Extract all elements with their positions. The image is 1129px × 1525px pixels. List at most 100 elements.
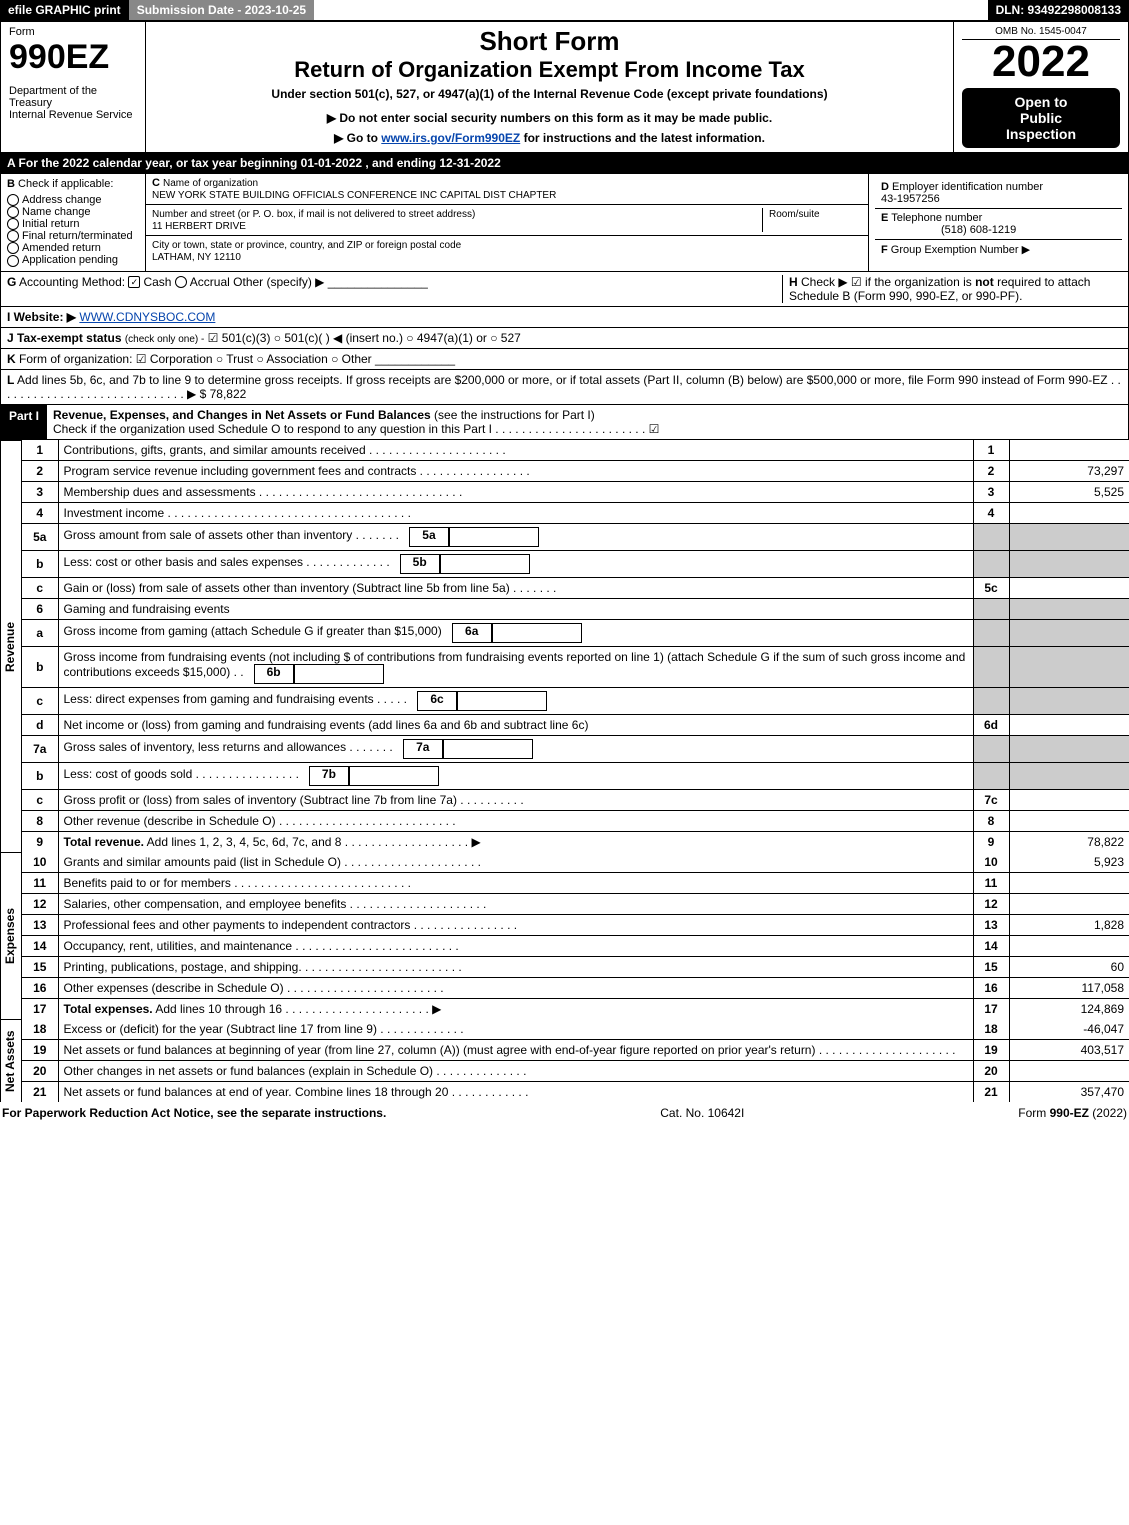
line-number: 15 xyxy=(22,956,58,977)
line-desc: Gross amount from sale of assets other t… xyxy=(58,523,973,550)
checkbox-icon[interactable]: ✓ xyxy=(128,276,140,288)
page-footer: For Paperwork Reduction Act Notice, see … xyxy=(0,1102,1129,1124)
line-ref: 5c xyxy=(973,577,1009,598)
table-row: bGross income from fundraising events (n… xyxy=(22,646,1129,687)
line-i: I Website: ▶ WWW.CDNYSBOC.COM xyxy=(0,307,1129,328)
d-label: D xyxy=(881,181,889,193)
g-other: Other (specify) ▶ xyxy=(233,275,324,289)
c-label: C xyxy=(152,177,160,189)
sub-line-value xyxy=(443,739,533,759)
line-desc: Other changes in net assets or fund bala… xyxy=(58,1060,973,1081)
box-e: E Telephone number (518) 608-1219 xyxy=(875,209,1122,240)
line-ref: 3 xyxy=(973,481,1009,502)
line-desc: Grants and similar amounts paid (list in… xyxy=(58,852,973,873)
bcd-block: B Check if applicable: Address change Na… xyxy=(0,174,1129,272)
line-value xyxy=(1009,523,1129,550)
footer-mid: Cat. No. 10642I xyxy=(660,1106,744,1120)
c-street: Number and street (or P. O. box, if mail… xyxy=(146,205,868,236)
submission-date: Submission Date - 2023-10-25 xyxy=(129,0,314,20)
line-desc: Net assets or fund balances at end of ye… xyxy=(58,1081,973,1102)
line-ref: 14 xyxy=(973,935,1009,956)
line-desc: Excess or (deficit) for the year (Subtra… xyxy=(58,1019,973,1040)
line-number: 19 xyxy=(22,1039,58,1060)
line-desc: Gross sales of inventory, less returns a… xyxy=(58,735,973,762)
table-row: 8Other revenue (describe in Schedule O) … xyxy=(22,810,1129,831)
h-not: not xyxy=(975,275,994,289)
table-row: cGross profit or (loss) from sales of in… xyxy=(22,789,1129,810)
line-ref: 6d xyxy=(973,714,1009,735)
part-1-title-area: Revenue, Expenses, and Changes in Net As… xyxy=(47,405,1128,439)
sub-line-value xyxy=(492,623,582,643)
line-ref: 8 xyxy=(973,810,1009,831)
j-note: (check only one) - xyxy=(125,334,204,345)
website-link[interactable]: WWW.CDNYSBOC.COM xyxy=(79,310,215,324)
line-value: 78,822 xyxy=(1009,831,1129,852)
table-row: aGross income from gaming (attach Schedu… xyxy=(22,619,1129,646)
form-word: Form xyxy=(9,26,137,38)
checkbox-icon[interactable] xyxy=(7,255,19,267)
line-value xyxy=(1009,872,1129,893)
line-number: 17 xyxy=(22,998,58,1019)
line-desc: Less: direct expenses from gaming and fu… xyxy=(58,687,973,714)
line-ref: 7c xyxy=(973,789,1009,810)
subtitle: Under section 501(c), 527, or 4947(a)(1)… xyxy=(154,87,945,101)
line-desc: Less: cost of goods sold . . . . . . . .… xyxy=(58,762,973,789)
header-right: OMB No. 1545-0047 2022 Open to Public In… xyxy=(953,22,1128,152)
line-ref xyxy=(973,735,1009,762)
table-row: cGain or (loss) from sale of assets othe… xyxy=(22,577,1129,598)
line-k: K Form of organization: ☑ Corporation ○ … xyxy=(0,349,1129,370)
line-desc: Gross income from fundraising events (no… xyxy=(58,646,973,687)
k-label: K xyxy=(7,352,16,366)
top-bar: efile GRAPHIC print Submission Date - 20… xyxy=(0,0,1129,20)
l-label: L xyxy=(7,373,14,387)
sub-line-number: 5b xyxy=(400,554,440,574)
table-row: 17Total expenses. Add lines 10 through 1… xyxy=(22,998,1129,1019)
line-value xyxy=(1009,810,1129,831)
checkbox-icon[interactable] xyxy=(7,242,19,254)
line-ref: 16 xyxy=(973,977,1009,998)
line-ref: 2 xyxy=(973,460,1009,481)
b-opt-1: Name change xyxy=(7,206,139,218)
revenue-label: Revenue xyxy=(0,440,22,852)
d-val: 43-1957256 xyxy=(881,193,940,205)
sub-line-number: 7a xyxy=(403,739,443,759)
line-number: 12 xyxy=(22,893,58,914)
table-row: dNet income or (loss) from gaming and fu… xyxy=(22,714,1129,735)
line-number: 2 xyxy=(22,460,58,481)
table-row: 4Investment income . . . . . . . . . . .… xyxy=(22,502,1129,523)
line-number: 11 xyxy=(22,872,58,893)
efile-label: efile GRAPHIC print xyxy=(0,0,129,20)
line-desc: Program service revenue including govern… xyxy=(58,460,973,481)
table-row: 6Gaming and fundraising events xyxy=(22,598,1129,619)
b-subtitle: Check if applicable: xyxy=(18,178,113,190)
irs-link[interactable]: www.irs.gov/Form990EZ xyxy=(381,131,520,145)
b-opt-1-lbl: Name change xyxy=(22,206,91,218)
top-bar-spacer xyxy=(314,0,987,20)
part-1-note: (see the instructions for Part I) xyxy=(434,408,595,422)
c-city: City or town, state or province, country… xyxy=(146,236,868,266)
table-row: 5aGross amount from sale of assets other… xyxy=(22,523,1129,550)
revenue-table: 1Contributions, gifts, grants, and simil… xyxy=(22,440,1129,852)
c-city-val: LATHAM, NY 12110 xyxy=(152,252,241,263)
checkbox-icon[interactable] xyxy=(7,206,19,218)
header-mid: Short Form Return of Organization Exempt… xyxy=(146,22,953,152)
return-title: Return of Organization Exempt From Incom… xyxy=(154,57,945,83)
line-desc: Net assets or fund balances at beginning… xyxy=(58,1039,973,1060)
table-row: bLess: cost or other basis and sales exp… xyxy=(22,550,1129,577)
line-ref xyxy=(973,598,1009,619)
line-value: -46,047 xyxy=(1009,1019,1129,1040)
box-d: D Employer identification number 43-1957… xyxy=(875,178,1122,209)
line-number: c xyxy=(22,789,58,810)
line-value: 124,869 xyxy=(1009,998,1129,1019)
g-accrual: Accrual xyxy=(190,275,230,289)
line-value xyxy=(1009,598,1129,619)
line-number: 3 xyxy=(22,481,58,502)
checkbox-icon[interactable] xyxy=(7,194,19,206)
line-number: 10 xyxy=(22,852,58,873)
checkbox-icon[interactable] xyxy=(7,230,19,242)
line-ref xyxy=(973,523,1009,550)
checkbox-icon[interactable] xyxy=(7,218,19,230)
checkbox-icon[interactable] xyxy=(175,276,187,288)
b-opt-4: Amended return xyxy=(7,242,139,254)
k-text: Form of organization: xyxy=(19,352,132,366)
